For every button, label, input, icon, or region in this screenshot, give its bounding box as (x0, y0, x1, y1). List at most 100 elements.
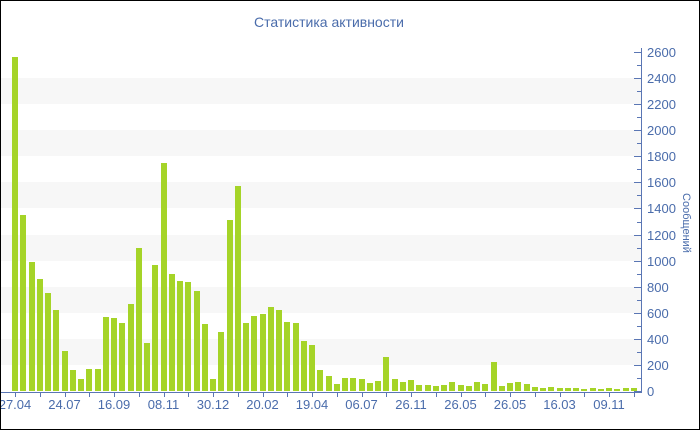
bar (144, 342, 150, 391)
bar (185, 282, 192, 391)
grid-band (1, 78, 641, 105)
y-tick (634, 208, 641, 210)
bar (177, 280, 183, 391)
bar (383, 357, 390, 391)
y-tick (637, 143, 641, 145)
bar (12, 57, 18, 391)
bar (507, 382, 513, 391)
bar (234, 186, 241, 391)
bar (226, 220, 233, 391)
bar (531, 387, 538, 391)
x-tick (312, 393, 313, 397)
bar (218, 332, 225, 391)
x-tick (510, 393, 511, 397)
bar (540, 387, 546, 391)
x-tick (485, 393, 487, 397)
bar (556, 388, 563, 391)
bar (515, 381, 522, 391)
x-tick (534, 393, 536, 397)
y-axis-title: Сообщений (680, 193, 692, 253)
y-tick (637, 247, 641, 249)
y-tick-label: 600 (647, 305, 669, 321)
y-tick (637, 221, 641, 223)
bar (630, 388, 637, 391)
bar (333, 383, 340, 391)
x-tick (336, 393, 338, 397)
bar (20, 214, 27, 391)
bar (523, 383, 530, 391)
y-tick (634, 78, 641, 80)
y-tick (637, 65, 641, 67)
bar (375, 380, 381, 391)
x-tick (163, 393, 165, 397)
y-tick-label: 1600 (647, 175, 676, 191)
y-tick (634, 312, 641, 314)
x-tick (138, 393, 140, 397)
bar (94, 369, 101, 391)
bar (457, 385, 464, 391)
x-tick (435, 393, 437, 397)
bar (391, 379, 398, 391)
bar (399, 381, 406, 391)
x-tick (460, 393, 462, 397)
bar (201, 323, 208, 391)
y-tick (634, 130, 641, 132)
y-tick (634, 182, 641, 184)
bar (193, 290, 200, 391)
y-tick (637, 325, 641, 327)
y-tick-label: 2000 (647, 123, 676, 139)
bar (424, 385, 431, 391)
bar (152, 265, 159, 391)
x-tick-label: 26.05 (493, 397, 527, 412)
x-tick-label: 27.04 (0, 397, 32, 412)
x-tick (584, 393, 586, 397)
bar (342, 377, 348, 391)
y-tick-label: 200 (647, 357, 669, 373)
y-tick (637, 351, 641, 353)
bar (251, 316, 258, 391)
y-tick-label: 2200 (647, 97, 676, 113)
bar (111, 317, 117, 391)
bar (135, 247, 142, 391)
x-tick-label: 20.02 (246, 397, 279, 412)
bar (498, 386, 505, 391)
x-tick (39, 393, 41, 397)
bar (168, 274, 175, 391)
x-tick (64, 393, 66, 397)
bar (160, 163, 167, 391)
bar (366, 383, 373, 391)
y-tick-label: 800 (647, 279, 669, 295)
x-tick (114, 393, 115, 397)
x-tick (411, 393, 412, 397)
bar (490, 362, 497, 391)
bar (119, 322, 126, 391)
bar (449, 381, 456, 391)
bar (325, 376, 332, 391)
bar (78, 379, 84, 391)
bar (276, 309, 282, 391)
bar (548, 387, 555, 391)
y-tick (634, 364, 641, 366)
bar (573, 388, 579, 391)
bar (317, 370, 324, 391)
bar (564, 387, 571, 391)
bar (606, 388, 612, 391)
x-tick (15, 393, 16, 397)
bar (408, 379, 414, 391)
bar (292, 323, 299, 391)
y-tick-label: 1200 (647, 227, 676, 243)
x-tick (213, 393, 214, 397)
x-tick (89, 393, 91, 397)
x-tick (559, 393, 561, 397)
y-tick-label: 2600 (647, 45, 676, 60)
y-tick (634, 338, 641, 340)
y-tick-label: 2400 (647, 71, 676, 87)
bar (61, 350, 68, 391)
bar (597, 389, 604, 391)
bar (53, 310, 60, 391)
bar (36, 278, 43, 391)
y-tick-label: 1000 (647, 253, 676, 269)
x-tick-label: 26.05 (444, 397, 477, 412)
x-tick-label: 26.11 (395, 397, 427, 412)
bar (309, 345, 315, 391)
